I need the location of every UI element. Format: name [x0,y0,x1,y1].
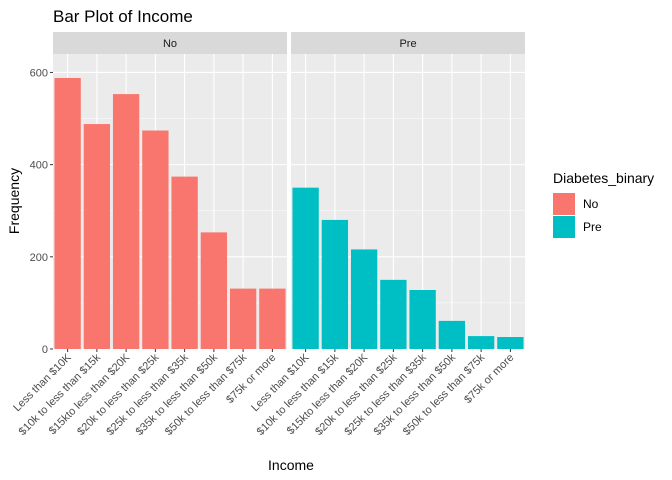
y-axis: 0 200 400 600 [30,67,53,356]
legend: Diabetes_binary No Pre [553,170,654,238]
bar-pre-5 [409,290,436,349]
facet-panels: No Pre [53,32,525,350]
bar-pre-6 [438,320,466,349]
facet-panel-no: No [53,32,287,350]
bar-no-2 [83,124,111,349]
y-tick-label: 0 [42,344,48,356]
bar-no-5 [171,176,198,349]
facet-strip [53,32,287,54]
y-tick-label: 400 [30,160,48,172]
bar-pre-1 [292,187,319,349]
x-axis: Less than $10K$10k to less than $15k$15k… [11,349,516,438]
bar-pre-3 [350,249,378,349]
bar-pre-7 [467,336,495,349]
bar-pre-4 [380,279,407,349]
legend-label-pre: Pre [583,220,602,234]
chart-title: Bar Plot of Income [53,7,193,26]
y-tick-label: 600 [30,67,48,79]
y-axis-title: Frequency [6,168,22,234]
bar-no-6 [200,232,228,349]
facet-strip-label: Pre [399,38,416,50]
facet-panel-pre: Pre [291,32,525,350]
bar-no-1 [54,77,81,349]
legend-label-no: No [583,197,599,211]
y-tick-label: 200 [30,252,48,264]
legend-key-no [553,193,575,215]
bar-no-7 [229,288,257,349]
legend-title: Diabetes_binary [553,170,654,186]
facet-strip [291,32,525,54]
bar-no-3 [112,94,140,349]
bar-pre-8 [497,337,524,349]
facet-strip-label: No [163,38,177,50]
bar-no-4 [142,130,169,349]
bar-pre-2 [321,219,349,349]
legend-key-pre [553,216,575,238]
x-axis-title: Income [268,457,314,473]
bar-no-8 [259,288,286,349]
